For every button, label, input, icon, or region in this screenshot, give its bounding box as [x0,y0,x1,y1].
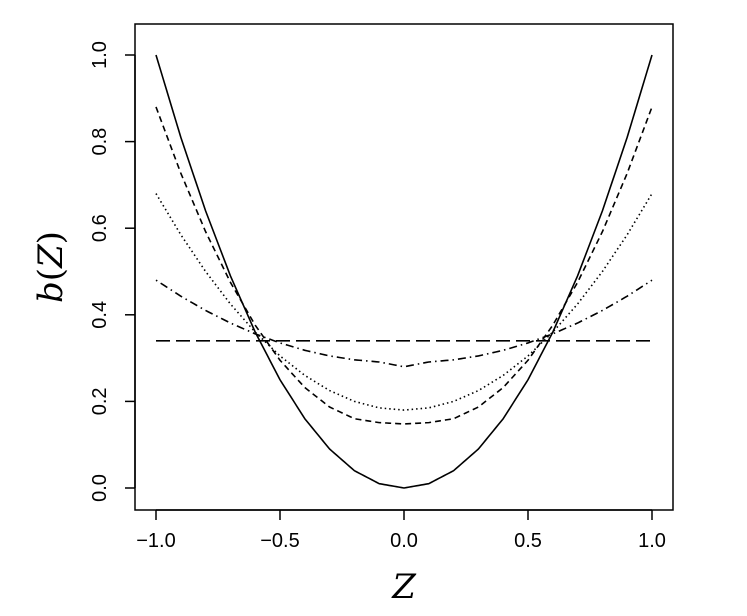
x-tick-label: 1.0 [638,530,666,552]
y-tick-label: 1.0 [89,41,111,69]
y-axis-title-close-paren: ) [31,231,71,244]
series-line-2-short-dashed [155,106,653,425]
x-tick-label: 0.0 [390,530,418,552]
plot-frame [134,23,674,511]
x-axis: −1.0 −0.5 0.0 0.5 1.0 [136,509,666,552]
y-axis-title-fn: b [31,281,71,303]
x-tick-label: −1.0 [136,530,175,552]
y-axis-title: b(Z) [31,231,71,303]
series-line-3-dotted [155,193,653,411]
x-tick-label: −0.5 [260,530,299,552]
x-tick-label: 0.5 [514,530,542,552]
series-line-1-solid [155,54,653,489]
y-axis-title-open-paren: ( [31,268,71,281]
y-tick-label: 0.0 [89,474,111,502]
y-tick-label: 0.8 [89,128,111,156]
series-line-4-dot-dash [155,279,653,368]
x-axis-title: Z [391,567,417,607]
y-tick-label: 0.6 [89,214,111,242]
y-axis-title-var: Z [31,243,71,269]
y-tick-label: 0.2 [89,387,111,415]
series-layer [155,54,653,489]
y-tick-label: 0.4 [89,301,111,329]
y-axis: 0.0 0.2 0.4 0.6 0.8 1.0 [89,41,136,502]
